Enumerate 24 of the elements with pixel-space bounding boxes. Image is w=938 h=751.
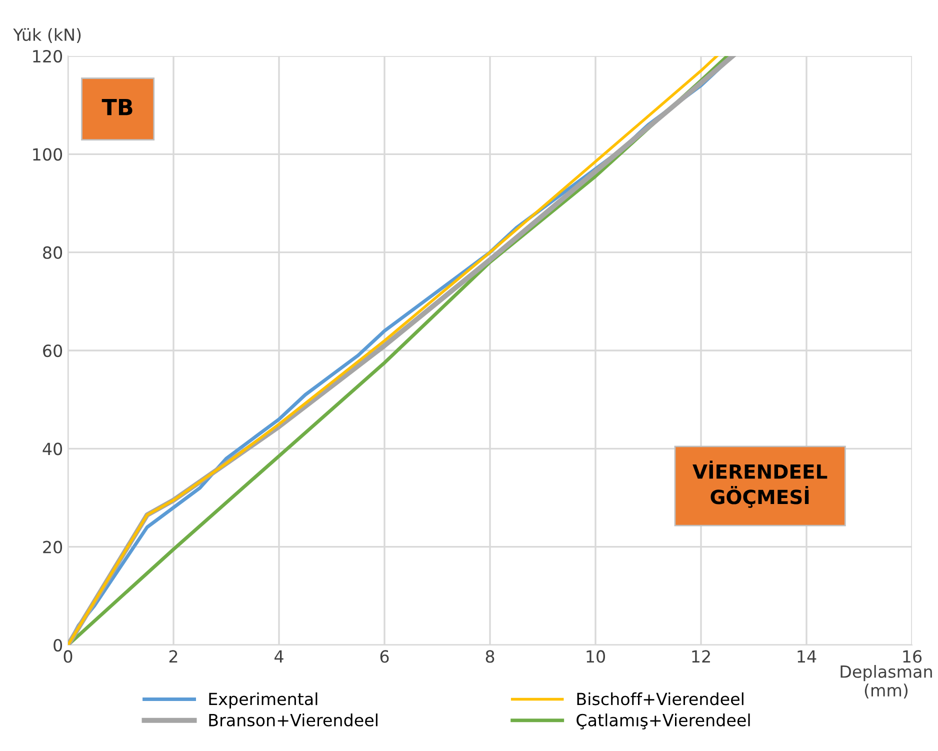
x-tick-label: 2	[169, 650, 178, 663]
y-tick-label: 80	[43, 246, 62, 259]
x-tick-label: 12	[692, 650, 710, 663]
legend-label: Çatlamış+Vierendeel	[576, 714, 750, 730]
y-tick-label: 60	[43, 344, 62, 358]
y-tick-label: 100	[33, 148, 62, 161]
x-tick-label: 16	[903, 650, 922, 663]
x-tick-label: 8	[486, 650, 494, 663]
legend-label: Branson+Vierendeel	[209, 714, 378, 726]
x-tick-label: 0	[64, 650, 72, 663]
x-axis-title: Deplasman (mm)	[840, 665, 932, 699]
x-tick-label: 6	[380, 650, 389, 663]
legend-label: Experimental	[209, 692, 318, 709]
annotation: TB	[102, 98, 132, 116]
y-tick-label: 0	[54, 638, 62, 652]
x-tick-label: 10	[586, 650, 605, 663]
y-tick-label: 20	[43, 540, 62, 554]
y-tick-label: 120	[33, 50, 62, 63]
x-tick-label: 14	[798, 650, 816, 663]
annotation: VİERENDEEL GÖÇMESİ	[692, 460, 828, 508]
legend-label: Bischoff+Vierendeel	[577, 692, 744, 706]
y-axis-title: Yük (kN)	[13, 28, 81, 43]
x-tick-label: 4	[274, 650, 284, 663]
y-tick-label: 40	[42, 442, 62, 456]
